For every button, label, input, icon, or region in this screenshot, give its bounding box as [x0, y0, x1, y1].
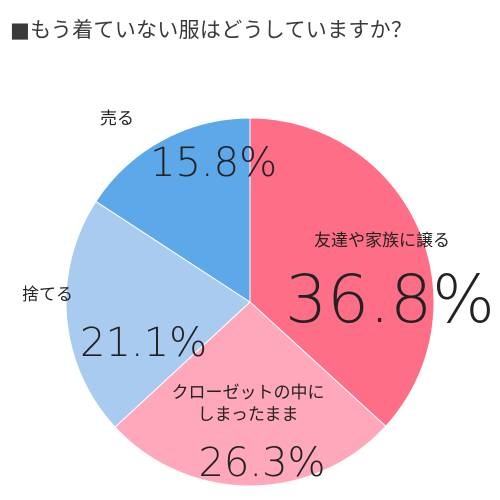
slice-value-label: 36.8%: [285, 261, 495, 338]
pie-slice: [114, 301, 387, 487]
pie-slice: [65, 200, 251, 428]
slice-value-label: 15.8%: [150, 140, 277, 186]
slice-label: 売る: [100, 109, 134, 129]
slice-label: しまったまま: [198, 405, 299, 425]
slice-label: クローゼットの中に: [172, 383, 325, 403]
pie-slice: [249, 117, 435, 427]
slice-value-label: 21.1%: [80, 320, 207, 366]
slice-label: 友達や家族に譲る: [314, 231, 450, 251]
slice-value-label: 26.3%: [198, 440, 325, 486]
slice-label: 捨てる: [22, 285, 73, 305]
pie-slice: [95, 117, 251, 303]
chart-title: ■もう着ていない服はどうしていますか？: [10, 18, 413, 42]
